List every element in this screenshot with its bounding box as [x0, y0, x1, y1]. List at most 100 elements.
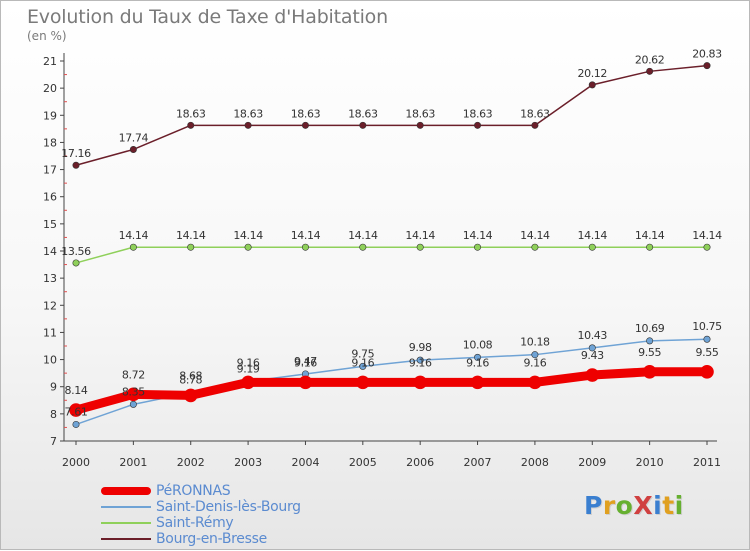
data-label: 14.14 — [635, 229, 665, 242]
data-label: 18.63 — [291, 107, 321, 120]
data-label: 18.63 — [520, 107, 550, 120]
data-label: 9.55 — [696, 346, 719, 359]
data-labels: 17.16 17.74 18.63 18.63 18.63 18.63 18.63 18.63… — [61, 48, 722, 419]
data-point — [126, 387, 141, 402]
legend-swatch — [101, 522, 151, 524]
data-point — [129, 400, 137, 408]
data-point — [69, 403, 83, 417]
series-line-saint-remy — [75, 246, 708, 264]
x-tick-label: 2001 — [119, 456, 147, 469]
data-point — [356, 375, 370, 390]
y-tick-label: 15 — [43, 218, 57, 231]
data-point — [359, 121, 367, 129]
data-point — [642, 364, 657, 379]
data-label: 9.16 — [523, 356, 546, 369]
data-label: 14.14 — [119, 229, 149, 242]
data-point — [588, 344, 596, 352]
x-tick-label: 2008 — [521, 456, 549, 469]
data-label: 17.74 — [119, 131, 149, 144]
y-tick-label: 17 — [43, 164, 57, 177]
data-point — [646, 243, 654, 251]
data-label: 14.14 — [520, 229, 550, 242]
data-label: 10.43 — [578, 329, 608, 342]
data-point — [129, 145, 137, 153]
data-label: 10.18 — [520, 336, 550, 349]
data-label: 18.63 — [348, 107, 378, 120]
x-tick-label: 2011 — [693, 456, 721, 469]
axes: 7 8 9 10 11 12 13 14 15 16 17 18 19 20 21 2000 2001 2002 2… — [43, 53, 721, 469]
series-line-peronnas — [71, 367, 712, 415]
data-label: 14.14 — [405, 229, 435, 242]
data-label: 10.08 — [463, 338, 493, 351]
data-label: 20.12 — [578, 67, 608, 80]
y-tick-label: 12 — [43, 299, 57, 312]
x-tick-label: 2005 — [349, 456, 377, 469]
data-label: 20.62 — [635, 53, 665, 66]
data-label: 10.75 — [692, 320, 722, 333]
data-label: 9.55 — [638, 346, 661, 359]
data-point — [416, 356, 424, 364]
data-label: 7.61 — [65, 405, 88, 418]
data-point — [413, 375, 427, 390]
data-point — [301, 121, 309, 129]
data-point — [416, 243, 424, 251]
y-tick-label: 10 — [43, 354, 57, 367]
data-label: 13.56 — [61, 245, 91, 258]
data-point — [588, 81, 596, 89]
data-point — [474, 243, 482, 251]
data-point — [700, 364, 714, 379]
data-point — [72, 259, 80, 267]
data-label: 18.63 — [463, 107, 493, 120]
legend-swatch — [101, 487, 151, 495]
data-label: 8.35 — [122, 385, 145, 398]
data-point — [72, 161, 80, 169]
data-label: 17.16 — [61, 147, 91, 160]
data-point — [474, 121, 482, 129]
legend-swatch — [101, 538, 151, 540]
data-label: 14.14 — [578, 229, 608, 242]
legend-label: Bourg-en-Bresse — [156, 531, 267, 547]
x-tick-label: 2000 — [62, 456, 90, 469]
data-point — [416, 121, 424, 129]
data-point — [244, 243, 252, 251]
y-tick-label: 21 — [43, 55, 57, 68]
data-point — [241, 375, 255, 390]
y-tick-label: 19 — [43, 109, 57, 122]
data-point — [588, 243, 596, 251]
data-point — [531, 243, 539, 251]
data-label: 14.14 — [291, 229, 321, 242]
data-point — [646, 337, 654, 345]
data-point — [528, 375, 542, 390]
series-line-bourg-en-bresse — [75, 64, 708, 166]
data-point — [72, 420, 80, 428]
x-tick-label: 2004 — [291, 456, 319, 469]
data-point — [359, 243, 367, 251]
data-point — [531, 351, 539, 359]
data-label: 14.14 — [692, 229, 722, 242]
data-label: 8.72 — [122, 368, 145, 381]
data-point — [298, 375, 313, 390]
data-label: 9.19 — [237, 363, 260, 376]
data-point — [474, 353, 482, 361]
legend-label: PéRONNAS — [156, 483, 231, 499]
legend-label: Saint-Denis-lès-Bourg — [156, 499, 301, 515]
data-label: 9.16 — [294, 356, 317, 369]
data-label: 9.43 — [581, 349, 604, 362]
x-tick-label: 2006 — [406, 456, 434, 469]
legend-swatch — [101, 506, 151, 508]
data-point — [646, 67, 654, 75]
data-label: 8.78 — [179, 374, 202, 387]
x-tick-label: 2009 — [578, 456, 606, 469]
y-tick-label: 11 — [43, 326, 57, 339]
data-point — [470, 375, 485, 390]
data-point — [703, 62, 711, 70]
data-point — [585, 368, 600, 382]
x-tick-label: 2007 — [464, 456, 492, 469]
data-label: 10.69 — [635, 322, 665, 335]
series-layer — [69, 62, 714, 428]
data-label: 8.14 — [65, 384, 88, 397]
y-tick-label: 7 — [50, 435, 57, 448]
y-tick-label: 20 — [43, 82, 57, 95]
